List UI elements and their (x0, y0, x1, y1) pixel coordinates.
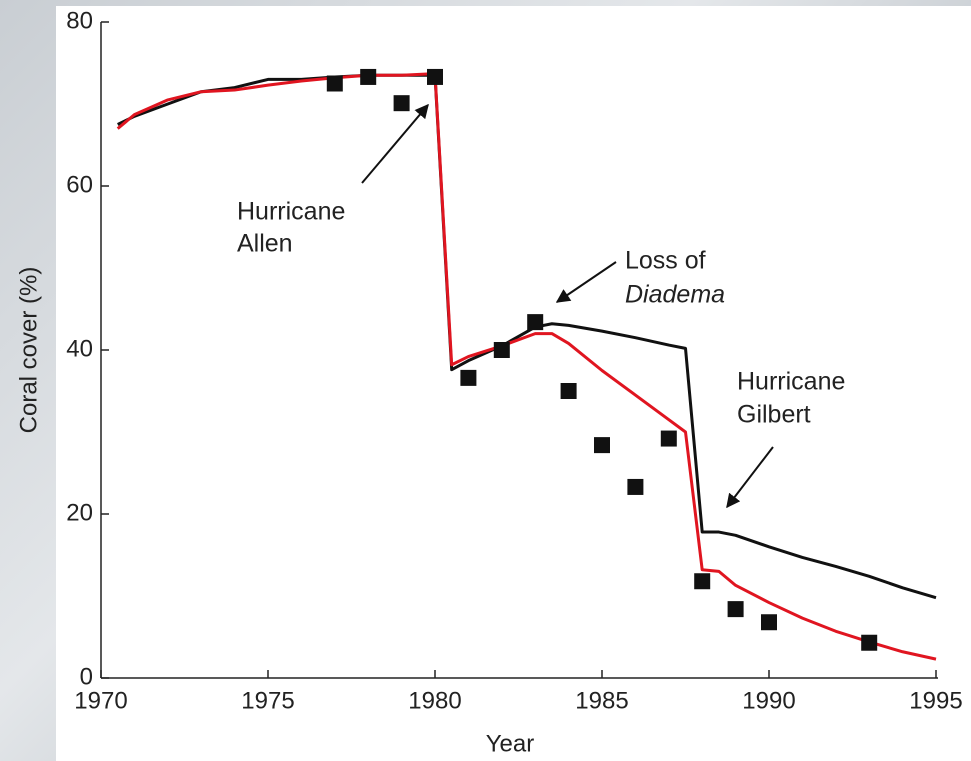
arrow (555, 261, 617, 303)
x-tick-label: 1980 (408, 687, 461, 714)
arrow (726, 446, 774, 509)
annotation: Allen (237, 230, 293, 258)
data-point (627, 478, 644, 495)
annotation: Loss of (625, 247, 706, 275)
x-tick-label: 1975 (241, 687, 294, 714)
y-tick-label: 80 (66, 7, 93, 34)
arrows (361, 103, 774, 509)
arrow (361, 103, 429, 184)
data-point (727, 601, 744, 618)
annotation: Diadema (625, 281, 725, 309)
x-tick-label: 1985 (575, 687, 628, 714)
data-line (116, 72, 937, 661)
data-point (594, 437, 610, 454)
data-point (360, 68, 377, 85)
data-point (460, 369, 477, 386)
x-axis-label: Year (486, 730, 535, 757)
data-point (861, 634, 878, 651)
y-axis-label: Coral cover (%) (15, 267, 42, 434)
y-tick-label: 0 (80, 663, 93, 690)
data-point (393, 95, 410, 112)
plot-background (56, 6, 971, 761)
x-tick-label: 1995 (909, 687, 962, 714)
annotation: Hurricane (237, 198, 345, 226)
annotation: Gilbert (737, 401, 811, 429)
data-point (560, 383, 577, 399)
annotation: Hurricane (737, 368, 845, 396)
y-tick-label: 40 (66, 335, 93, 362)
y-tick-label: 20 (66, 499, 93, 526)
data-point (493, 342, 510, 358)
x-tick-label: 1970 (74, 687, 127, 714)
data-point (427, 68, 443, 85)
data-point (694, 573, 711, 590)
data-line (117, 73, 937, 600)
y-tick-label: 60 (66, 171, 93, 198)
data-point (326, 75, 343, 92)
data-point (761, 614, 777, 631)
data-point (660, 430, 677, 447)
x-tick-label: 1990 (742, 687, 795, 714)
data-point (527, 314, 544, 331)
